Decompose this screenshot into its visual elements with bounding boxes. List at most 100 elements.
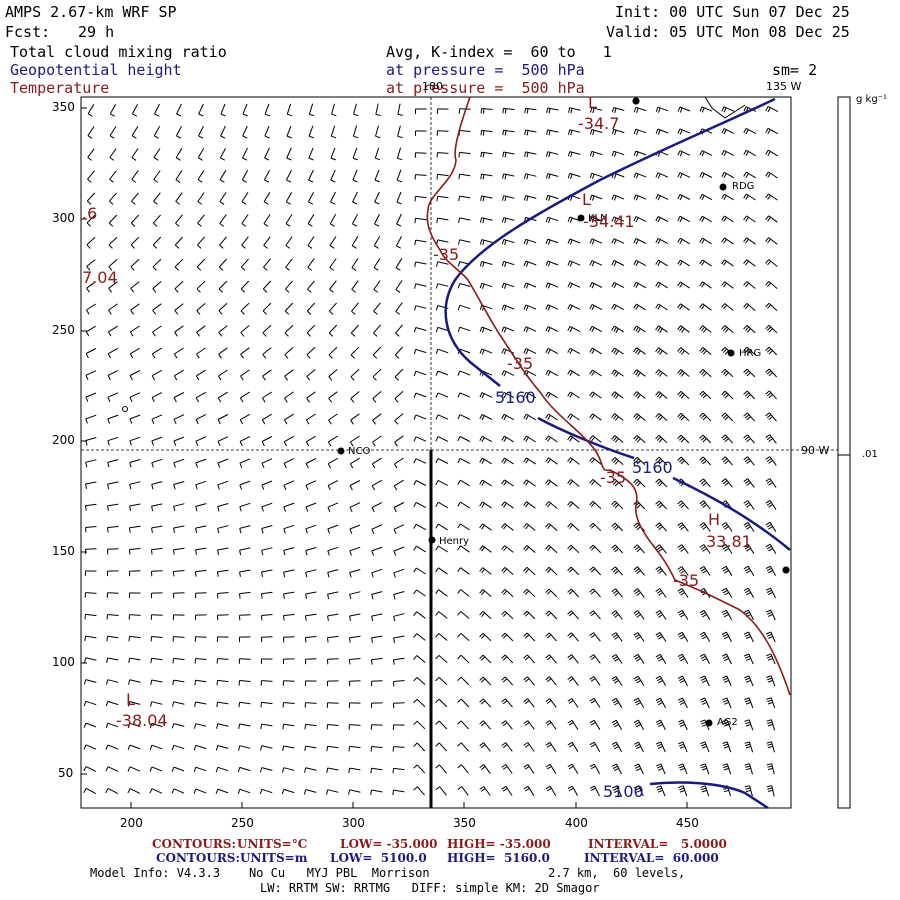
wind-barb [85, 303, 96, 315]
wind-barb [153, 148, 161, 161]
wind-barb [611, 566, 623, 576]
field-cloud-mixing: Total cloud mixing ratio [10, 43, 227, 61]
wind-barb [479, 720, 491, 730]
wind-barb [152, 281, 162, 293]
wind-barb [677, 303, 690, 311]
y-tick-300: 300 [52, 211, 75, 225]
wind-barb [327, 435, 338, 447]
wind-barb [282, 680, 295, 686]
wind-barb [106, 635, 119, 642]
wind-barb [149, 766, 163, 772]
wind-barb [241, 236, 249, 249]
wind-barb [85, 437, 97, 446]
wind-barb [656, 785, 666, 797]
wind-barb [744, 675, 754, 687]
wind-barb [524, 107, 537, 114]
wind-barb [241, 192, 249, 205]
wind-barb [128, 679, 141, 685]
wind-barb [743, 456, 755, 466]
wind-barb [195, 414, 207, 425]
station-marker [727, 349, 735, 357]
wind-barb [107, 347, 119, 359]
wind-barb [479, 676, 492, 686]
wind-barb [197, 192, 205, 205]
wind-barb [766, 675, 776, 687]
wind-barb [435, 392, 449, 398]
wind-barb [215, 745, 229, 751]
wind-barb [545, 194, 559, 202]
extremum-low-kln: L [582, 190, 591, 209]
station-label-kln: KLN [588, 213, 608, 224]
wind-barb [306, 346, 316, 359]
wind-barb [589, 391, 602, 399]
wind-barb [744, 719, 754, 731]
wind-barb [131, 148, 139, 161]
wind-barb [413, 370, 427, 377]
wind-barb [743, 171, 756, 179]
wind-barb [633, 194, 647, 201]
wind-barb [394, 413, 404, 425]
wind-barb [303, 789, 317, 795]
wind-barb [479, 742, 491, 752]
wind-barb [611, 588, 623, 598]
wind-barb [655, 544, 667, 554]
wind-barb [744, 763, 753, 775]
wind-barb [175, 170, 183, 183]
wind-barb [523, 501, 536, 509]
wind-barb [394, 346, 404, 359]
wind-barb [721, 281, 734, 289]
wind-barb [765, 281, 778, 289]
wind-barb [567, 435, 580, 443]
wind-barb [327, 546, 339, 556]
wind-barb [589, 741, 601, 753]
wind-barb [327, 613, 339, 621]
wind-barb [457, 654, 470, 664]
wind-barb [677, 325, 690, 333]
wind-barb [239, 502, 251, 512]
wind-barb [127, 788, 141, 794]
wind-barb [611, 107, 625, 114]
wind-barb [129, 347, 140, 359]
wind-barb [633, 610, 645, 620]
wind-barb [655, 675, 667, 687]
wind-barb [721, 368, 734, 378]
plot-frame [80, 96, 792, 809]
wind-barb [107, 436, 119, 446]
wind-barb [193, 788, 207, 794]
wind-barb [414, 305, 427, 311]
wind-barb [87, 170, 95, 183]
wind-barb [457, 392, 471, 398]
wind-barb [700, 785, 710, 797]
wind-barb [217, 614, 229, 621]
wind-barb [176, 103, 182, 117]
wind-barb [413, 720, 426, 730]
wind-barb [150, 657, 163, 664]
open-circle-marker [122, 406, 128, 412]
wind-barb [330, 147, 336, 161]
wind-barb [766, 631, 776, 643]
wind-barb [567, 501, 580, 509]
wind-barb [722, 763, 732, 775]
wind-barb [326, 702, 339, 708]
wind-barb [327, 502, 339, 512]
wind-barb [765, 171, 778, 179]
wind-barb [307, 258, 315, 271]
wind-barb [413, 611, 426, 619]
wind-barb [479, 479, 492, 487]
wind-barb [128, 657, 141, 664]
station-marker [577, 214, 585, 222]
wind-barb [589, 457, 602, 465]
wind-barb [305, 547, 317, 556]
wind-barb [283, 458, 295, 469]
wind-barb [611, 413, 624, 421]
wind-barb [567, 325, 581, 333]
wind-barb [393, 457, 404, 469]
wind-barb [195, 525, 207, 534]
wind-barb [197, 170, 205, 183]
wind-barb [721, 171, 735, 179]
wind-barb [457, 633, 470, 641]
wind-barb [370, 767, 383, 774]
wind-barb [216, 701, 229, 708]
wind-barb [743, 281, 756, 289]
wind-barb [261, 480, 273, 490]
